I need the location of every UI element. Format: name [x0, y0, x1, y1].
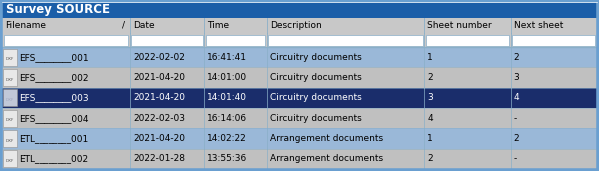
Text: 2: 2 [428, 154, 433, 163]
Bar [268, 35, 423, 45]
Bar [3, 49, 17, 65]
Bar [4, 35, 128, 45]
Text: Description: Description [270, 21, 322, 30]
Bar [3, 69, 17, 86]
Text: 2022-02-02: 2022-02-02 [133, 53, 185, 62]
Text: 14:02:22: 14:02:22 [207, 134, 247, 143]
Bar [2, 2, 597, 18]
Text: DXF: DXF [6, 98, 14, 102]
Text: 13:55:36: 13:55:36 [207, 154, 247, 163]
Text: Time: Time [207, 21, 229, 30]
Bar [2, 18, 597, 33]
Text: 1: 1 [428, 53, 433, 62]
Bar [3, 130, 17, 147]
Text: ETL________002: ETL________002 [19, 154, 88, 163]
Bar [206, 35, 265, 45]
Text: 2: 2 [514, 53, 519, 62]
Text: 4: 4 [514, 93, 519, 102]
Text: EFS________004: EFS________004 [19, 114, 89, 123]
Text: EFS________002: EFS________002 [19, 73, 89, 82]
Text: Survey SOURCE: Survey SOURCE [6, 3, 110, 16]
Bar [2, 128, 597, 149]
Text: 3: 3 [514, 73, 519, 82]
Bar [2, 149, 597, 169]
Text: Next sheet: Next sheet [514, 21, 563, 30]
Text: EFS________001: EFS________001 [19, 53, 89, 62]
Text: Circuitry documents: Circuitry documents [270, 73, 362, 82]
Text: DXF: DXF [6, 77, 14, 82]
Text: Arrangement documents: Arrangement documents [270, 154, 383, 163]
Text: Date: Date [133, 21, 155, 30]
Text: DXF: DXF [6, 57, 14, 61]
Bar [2, 88, 597, 108]
Text: 3: 3 [428, 93, 433, 102]
Bar [2, 47, 597, 67]
Bar [3, 150, 17, 167]
Text: Arrangement documents: Arrangement documents [270, 134, 383, 143]
Text: 1: 1 [428, 134, 433, 143]
Bar [2, 67, 597, 88]
Text: -: - [514, 114, 517, 123]
Bar [131, 35, 203, 45]
Text: 2022-01-28: 2022-01-28 [133, 154, 185, 163]
Text: 14:01:40: 14:01:40 [207, 93, 247, 102]
Bar [3, 89, 17, 106]
Text: EFS________003: EFS________003 [19, 93, 89, 102]
Text: 2: 2 [428, 73, 433, 82]
Text: ETL________001: ETL________001 [19, 134, 88, 143]
Bar [2, 33, 597, 47]
Text: DXF: DXF [6, 159, 14, 163]
Text: 16:41:41: 16:41:41 [207, 53, 247, 62]
Text: 2: 2 [514, 134, 519, 143]
Text: 14:01:00: 14:01:00 [207, 73, 247, 82]
Bar [512, 35, 595, 45]
Text: Sheet number: Sheet number [428, 21, 492, 30]
Text: Filename: Filename [5, 21, 46, 30]
Text: 2022-02-03: 2022-02-03 [133, 114, 185, 123]
Text: 16:14:06: 16:14:06 [207, 114, 247, 123]
Text: 2021-04-20: 2021-04-20 [133, 93, 185, 102]
Bar [2, 108, 597, 128]
Text: -: - [514, 154, 517, 163]
Text: /: / [122, 21, 125, 30]
Text: DXF: DXF [6, 139, 14, 142]
Text: 2021-04-20: 2021-04-20 [133, 134, 185, 143]
Text: Circuitry documents: Circuitry documents [270, 114, 362, 123]
Text: DXF: DXF [6, 118, 14, 122]
Text: Circuitry documents: Circuitry documents [270, 53, 362, 62]
Bar [426, 35, 509, 45]
Text: Circuitry documents: Circuitry documents [270, 93, 362, 102]
Text: 4: 4 [428, 114, 433, 123]
Text: 2021-04-20: 2021-04-20 [133, 73, 185, 82]
Bar [3, 110, 17, 127]
